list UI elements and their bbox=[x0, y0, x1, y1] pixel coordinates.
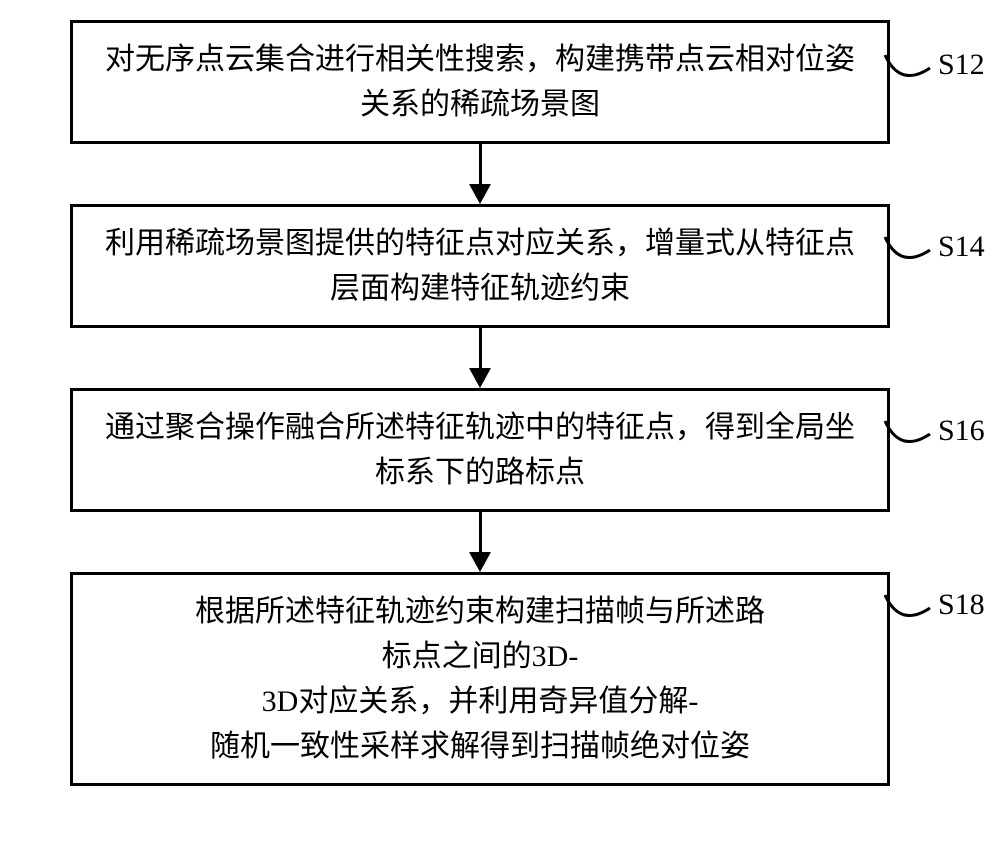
step-label-s14: S14 bbox=[938, 230, 985, 264]
flow-arrow bbox=[70, 144, 890, 204]
flow-node-text: 利用稀疏场景图提供的特征点对应关系，增量式从特征点层面构建特征轨迹约束 bbox=[105, 227, 855, 305]
step-label-text: S12 bbox=[938, 48, 985, 81]
flow-node-text-line: 3D对应关系，并利用奇异值分解- bbox=[262, 685, 699, 718]
arrow-shaft bbox=[479, 328, 482, 370]
flow-arrow bbox=[70, 328, 890, 388]
flow-node-text: 对无序点云集合进行相关性搜索，构建携带点云相对位姿关系的稀疏场景图 bbox=[105, 43, 855, 121]
arrow-shaft bbox=[479, 512, 482, 554]
arrow-head-icon bbox=[469, 552, 491, 572]
arrow-head-icon bbox=[469, 184, 491, 204]
flow-node-text-line: 根据所述特征轨迹约束构建扫描帧与所述路 bbox=[195, 595, 765, 628]
flow-node-text-line: 标点之间的3D- bbox=[382, 640, 579, 673]
flow-node-text: 通过聚合操作融合所述特征轨迹中的特征点，得到全局坐标系下的路标点 bbox=[105, 411, 855, 489]
flow-node-s12: 对无序点云集合进行相关性搜索，构建携带点云相对位姿关系的稀疏场景图 bbox=[70, 20, 890, 144]
arrow-shaft bbox=[479, 144, 482, 186]
arrow-head-icon bbox=[469, 368, 491, 388]
flowchart: 对无序点云集合进行相关性搜索，构建携带点云相对位姿关系的稀疏场景图 利用稀疏场景… bbox=[70, 20, 890, 786]
step-label-s18: S18 bbox=[938, 588, 985, 622]
flow-node-s16: 通过聚合操作融合所述特征轨迹中的特征点，得到全局坐标系下的路标点 bbox=[70, 388, 890, 512]
flow-node-s14: 利用稀疏场景图提供的特征点对应关系，增量式从特征点层面构建特征轨迹约束 bbox=[70, 204, 890, 328]
flow-arrow bbox=[70, 512, 890, 572]
flow-node-s18: 根据所述特征轨迹约束构建扫描帧与所述路 标点之间的3D- 3D对应关系，并利用奇… bbox=[70, 572, 890, 786]
flow-node-text-line: 随机一致性采样求解得到扫描帧绝对位姿 bbox=[210, 730, 750, 763]
step-label-text: S18 bbox=[938, 588, 985, 621]
step-label-text: S16 bbox=[938, 414, 985, 447]
step-label-s12: S12 bbox=[938, 48, 985, 82]
step-label-s16: S16 bbox=[938, 414, 985, 448]
step-label-text: S14 bbox=[938, 230, 985, 263]
